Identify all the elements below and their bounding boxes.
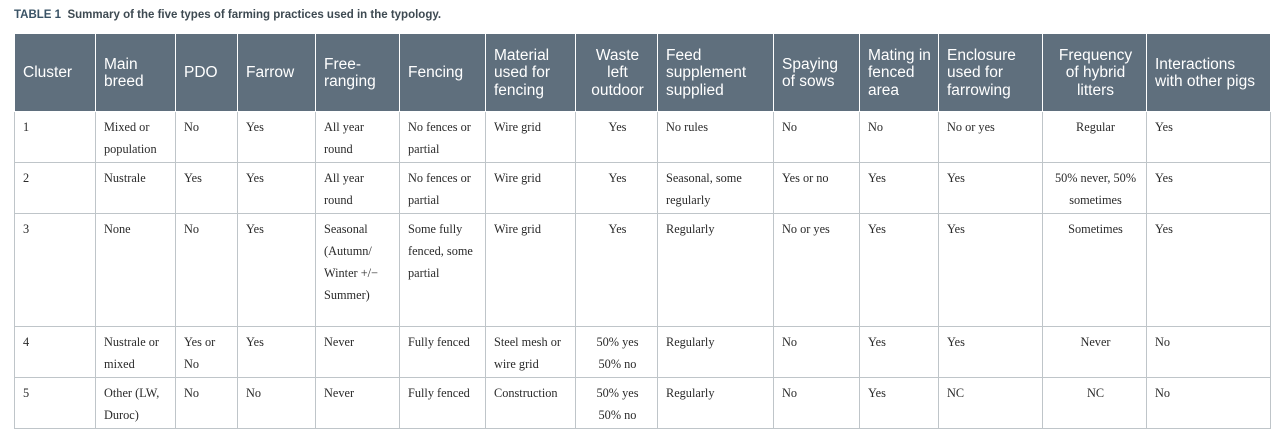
column-header: Free-ranging (315, 33, 400, 112)
table-cell: Regularly (657, 326, 774, 378)
table-cell: 50% never, 50% sometimes (1042, 162, 1147, 214)
table-cell: None (95, 213, 176, 327)
table-cell: 4 (14, 326, 96, 378)
table-cell: 50% yes 50% no (575, 377, 658, 429)
table-cell: Construction (485, 377, 576, 429)
table-cell: Sometimes (1042, 213, 1147, 327)
table-cell: Yes (575, 111, 658, 163)
table-cell: Steel mesh or wire grid (485, 326, 576, 378)
table-cell: No (1146, 377, 1271, 429)
table-cell: Yes (175, 162, 238, 214)
table-cell: 50% yes 50% no (575, 326, 658, 378)
table-row: 3 None No Yes Seasonal (Autumn/ Winter +… (14, 213, 1271, 327)
table-cell: Yes (1146, 111, 1271, 163)
table-cell: Nustrale or mixed (95, 326, 176, 378)
table-title: Summary of the five types of farming pra… (67, 9, 442, 21)
table-cell: No or yes (773, 213, 860, 327)
column-header: Material used for fencing (485, 33, 576, 112)
table-cell: No rules (657, 111, 774, 163)
table-cell: Yes (237, 213, 316, 327)
table-cell: Regularly (657, 377, 774, 429)
table-cell: Yes (938, 213, 1043, 327)
table-cell: Yes (575, 213, 658, 327)
table-cell: NC (1042, 377, 1147, 429)
table-cell: Yes (859, 213, 939, 327)
table-cell: Some fully fenced, some partial (399, 213, 486, 327)
column-header: Farrow (237, 33, 316, 112)
table-cell: Fully fenced (399, 377, 486, 429)
column-header: Main breed (95, 33, 176, 112)
table-cell: NC (938, 377, 1043, 429)
table-cell: No fences or partial (399, 111, 486, 163)
table-cell: Yes (938, 326, 1043, 378)
table-cell: No (175, 111, 238, 163)
column-header: Cluster (14, 33, 96, 112)
table-cell: Yes (237, 111, 316, 163)
table-cell: Yes or no (773, 162, 860, 214)
table-cell: No fences or partial (399, 162, 486, 214)
column-header: Enclosure used for farrowing (938, 33, 1043, 112)
table-cell: Yes (575, 162, 658, 214)
table-cell: 5 (14, 377, 96, 429)
table-cell: Wire grid (485, 111, 576, 163)
table-cell: Never (1042, 326, 1147, 378)
table-cell: Yes (938, 162, 1043, 214)
table-row: 1 Mixed or population No Yes All year ro… (14, 111, 1271, 163)
column-header: Fencing (399, 33, 486, 112)
table-cell: Regularly (657, 213, 774, 327)
column-header: Interactions with other pigs (1146, 33, 1271, 112)
table-cell: 3 (14, 213, 96, 327)
table-cell: Fully fenced (399, 326, 486, 378)
table-cell: No (773, 111, 860, 163)
table-cell: 1 (14, 111, 96, 163)
table-cell: All year round (315, 162, 400, 214)
table-cell: Seasonal (Autumn/ Winter +/− Summer) (315, 213, 400, 327)
table-row: 5 Other (LW, Duroc) No No Never Fully fe… (14, 377, 1271, 429)
table-cell: Yes or No (175, 326, 238, 378)
table-cell: No (773, 377, 860, 429)
header-row: Cluster Main breed PDO Farrow Free-rangi… (14, 33, 1271, 112)
table-cell: Yes (1146, 162, 1271, 214)
table-cell: No (773, 326, 860, 378)
table-cell: 2 (14, 162, 96, 214)
column-header: Spaying of sows (773, 33, 860, 112)
table-row: 4 Nustrale or mixed Yes or No Yes Never … (14, 326, 1271, 378)
table-cell: Other (LW, Duroc) (95, 377, 176, 429)
table-cell: No or yes (938, 111, 1043, 163)
table-cell: No (1146, 326, 1271, 378)
table-cell: No (859, 111, 939, 163)
farming-practices-table: Cluster Main breed PDO Farrow Free-rangi… (14, 33, 1271, 429)
table-cell: Yes (859, 162, 939, 214)
column-header: PDO (175, 33, 238, 112)
table-cell: No (175, 377, 238, 429)
table-label: TABLE 1 (14, 9, 62, 21)
column-header: Feed supplement supplied (657, 33, 774, 112)
table-cell: Never (315, 377, 400, 429)
table-cell: Wire grid (485, 213, 576, 327)
column-header: Mating in fenced area (859, 33, 939, 112)
column-header: Waste left outdoor (575, 33, 658, 112)
table-cell: No (175, 213, 238, 327)
table-cell: Mixed or population (95, 111, 176, 163)
table-row: 2 Nustrale Yes Yes All year round No fen… (14, 162, 1271, 214)
table-cell: No (237, 377, 316, 429)
table-cell: Yes (237, 326, 316, 378)
table-cell: All year round (315, 111, 400, 163)
table-cell: Regular (1042, 111, 1147, 163)
table-cell: Seasonal, some regularly (657, 162, 774, 214)
table-caption: TABLE 1 Summary of the five types of far… (14, 9, 441, 21)
table-cell: Yes (859, 326, 939, 378)
table-cell: Wire grid (485, 162, 576, 214)
table-cell: Yes (859, 377, 939, 429)
table-cell: Never (315, 326, 400, 378)
table-cell: Yes (237, 162, 316, 214)
table-cell: Nustrale (95, 162, 176, 214)
table-cell: Yes (1146, 213, 1271, 327)
column-header: Frequency of hybrid litters (1042, 33, 1147, 112)
